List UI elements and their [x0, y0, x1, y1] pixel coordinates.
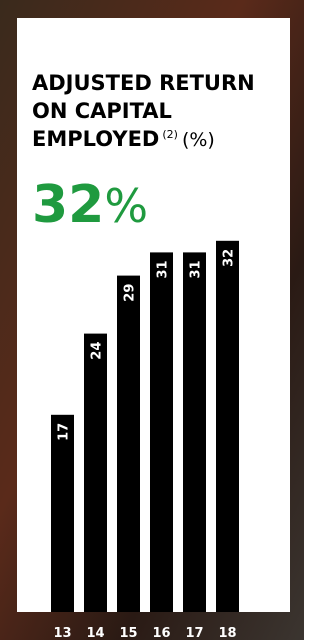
title-unit: (%): [182, 129, 215, 151]
bar: [183, 252, 206, 612]
bar-label: 24: [90, 342, 105, 360]
bar-label: 31: [189, 260, 204, 278]
bar-label: 32: [222, 249, 237, 267]
x-tick-label: 18: [218, 626, 236, 640]
bar: [51, 415, 74, 612]
bar: [117, 276, 140, 612]
x-tick-label: 16: [152, 626, 170, 640]
headline-value: 32: [32, 175, 104, 235]
x-tick-label: 13: [53, 626, 71, 640]
bar: [84, 334, 107, 612]
headline-unit: %: [104, 179, 148, 233]
bar: [216, 241, 239, 612]
bar-label: 31: [156, 260, 171, 278]
title-line: ADJUSTED RETURN: [32, 71, 255, 95]
headline: 32%: [32, 175, 148, 235]
bar-label: 29: [123, 284, 138, 302]
title-note: (2): [162, 128, 178, 141]
x-tick-label: 15: [119, 626, 137, 640]
x-tick-label: 14: [86, 626, 104, 640]
title-line: ON CAPITAL: [32, 99, 172, 123]
title-line: EMPLOYED(2)(%): [32, 127, 215, 151]
x-tick-label: 17: [185, 626, 203, 640]
bar-label: 17: [57, 423, 72, 441]
bar: [150, 252, 173, 612]
